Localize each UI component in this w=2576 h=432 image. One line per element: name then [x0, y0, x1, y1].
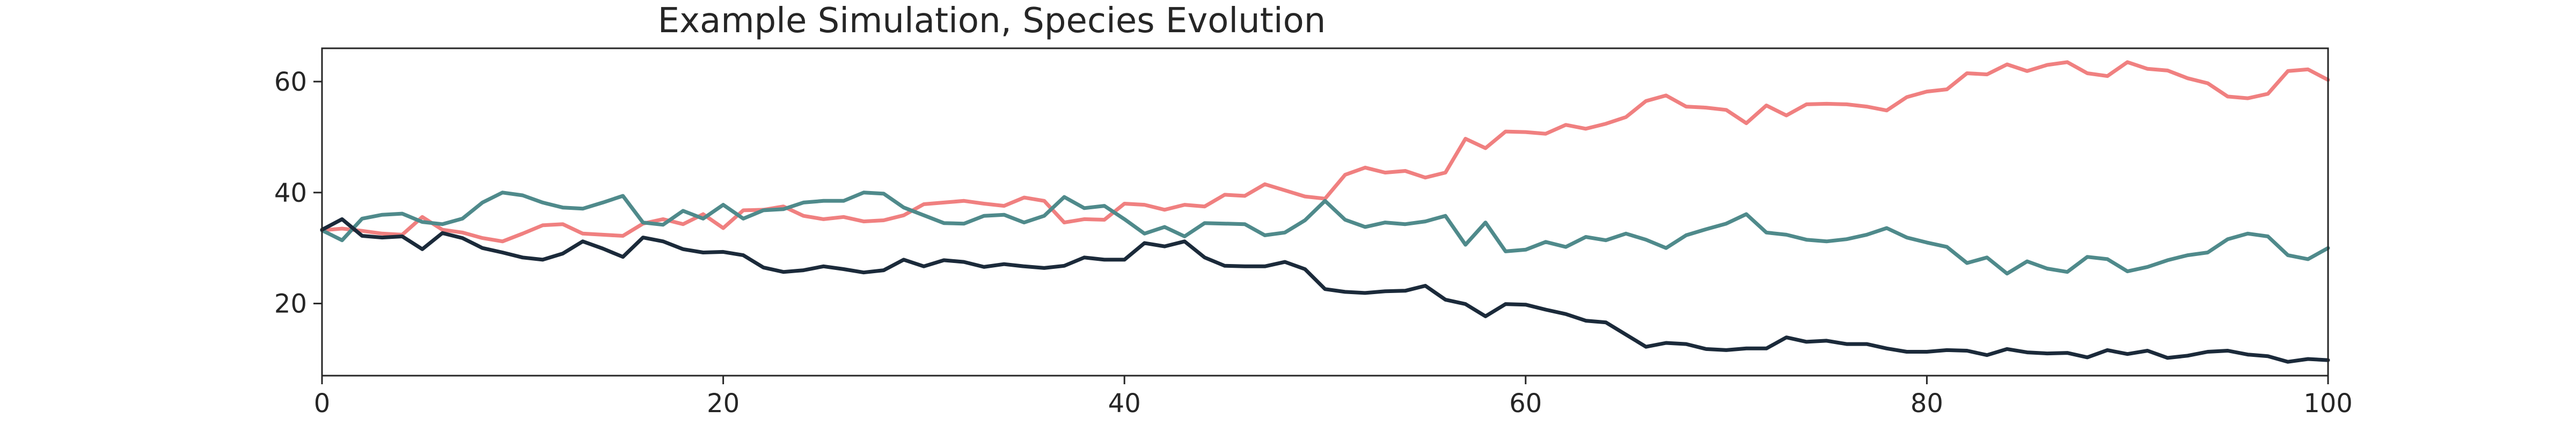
x-tick-label: 20: [707, 389, 740, 419]
y-tick-label: 60: [274, 67, 307, 97]
chart-title: Example Simulation, Species Evolution: [658, 1, 1326, 41]
series-line-3: [320, 217, 2330, 364]
x-tick-label: 40: [1108, 389, 1141, 419]
x-tick-label: 80: [1911, 389, 1943, 419]
series-line-1: [320, 60, 2330, 244]
axes-layer: 0 20 40 60 80 100 20 40 60: [274, 47, 2353, 419]
series-line-2: [320, 191, 2330, 276]
x-tick-label: 60: [1509, 389, 1542, 419]
x-tick-label: 0: [314, 389, 331, 419]
series-layer: [320, 60, 2330, 364]
x-tick-label: 100: [2303, 389, 2353, 419]
y-tick-label: 20: [274, 289, 307, 319]
plot-frame: [321, 47, 2329, 377]
y-tick-label: 40: [274, 178, 307, 208]
